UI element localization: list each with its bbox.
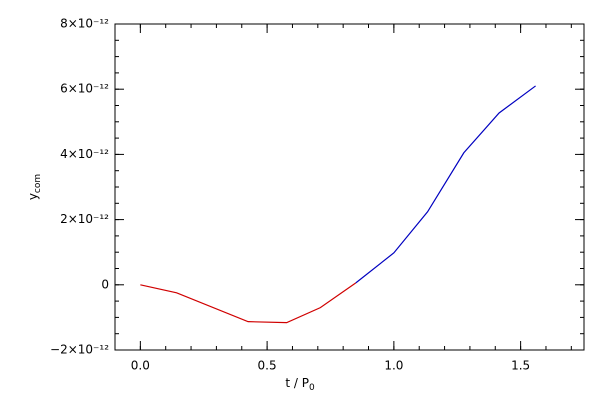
x-tick-label: 0.5 <box>258 359 277 373</box>
data-line <box>355 85 536 284</box>
y-tick-label: −2×10⁻¹² <box>50 343 109 357</box>
y-tick-label: 4×10⁻¹² <box>60 147 109 161</box>
x-tick-label: 1.0 <box>384 359 403 373</box>
y-tick-label: 6×10⁻¹² <box>60 82 109 96</box>
x-tick-label: 1.5 <box>511 359 530 373</box>
plot-frame <box>114 23 585 351</box>
y-axis-label: ycom <box>26 174 43 200</box>
y-tick-label: 2×10⁻¹² <box>60 212 109 226</box>
x-axis-label: t / P0 <box>285 376 315 393</box>
x-tick-label: 0.0 <box>131 359 150 373</box>
y-tick-label: 0 <box>101 277 109 291</box>
data-line <box>140 282 357 324</box>
y-tick-label: 8×10⁻¹² <box>60 17 109 31</box>
